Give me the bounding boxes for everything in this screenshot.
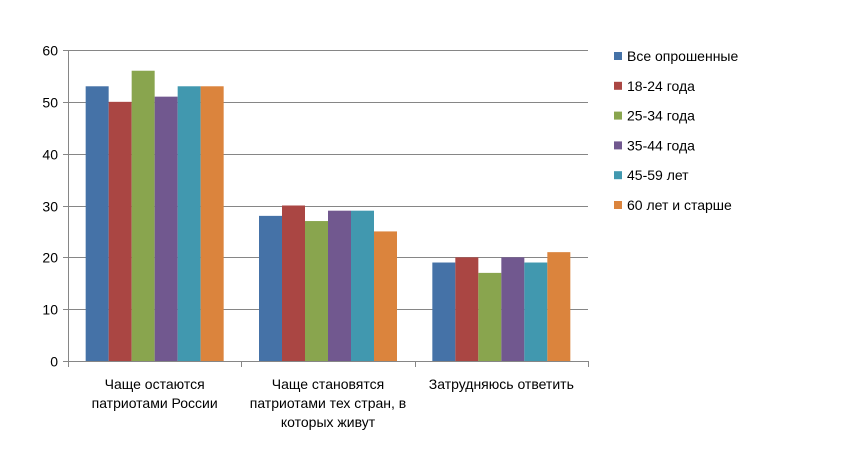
legend-swatch [614, 201, 622, 209]
category-label: Чаще остаются [105, 376, 205, 392]
legend-swatch [614, 52, 622, 60]
bar-5-0 [200, 86, 224, 362]
bar-4-2 [524, 262, 548, 361]
y-tick-label: 30 [42, 199, 58, 215]
bar-2-0 [131, 70, 155, 361]
bar-1-1 [282, 205, 305, 361]
legend-label: 25-34 года [627, 108, 695, 124]
bar-3-0 [154, 96, 178, 362]
y-tick-label: 20 [42, 250, 58, 266]
bar-4-1 [351, 210, 374, 361]
bar-1-0 [108, 101, 132, 361]
legend-label: Все опрошенные [627, 48, 738, 64]
bar-5-2 [547, 252, 571, 361]
y-tick-label: 0 [50, 354, 58, 370]
y-tick-label: 50 [42, 95, 58, 111]
legend-label: 45-59 лет [627, 167, 689, 183]
category-label: патриотами России [92, 395, 218, 411]
legend-label: 35-44 года [627, 137, 695, 153]
bar-3-2 [501, 257, 525, 361]
bar-0-2 [432, 262, 456, 361]
y-tick-label: 40 [42, 147, 58, 163]
legend-label: 60 лет и старше [627, 197, 732, 213]
category-label: которых живут [281, 414, 376, 430]
bar-5-1 [374, 231, 397, 361]
legend-swatch [614, 171, 622, 180]
y-tick-label: 10 [42, 302, 58, 318]
bar-2-2 [478, 272, 502, 361]
category-label: патриотами тех стран, в [250, 395, 407, 411]
bar-2-1 [305, 221, 328, 361]
legend-swatch [614, 81, 622, 90]
legend-swatch [614, 141, 622, 150]
bar-1-2 [455, 257, 479, 361]
y-tick-label: 60 [42, 43, 58, 59]
legend-swatch [614, 111, 622, 120]
category-label: Затрудняюсь ответить [429, 376, 574, 392]
legend-label: 18-24 года [627, 78, 695, 94]
category-label: Чаще становятся [272, 376, 384, 392]
bar-0-0 [85, 86, 109, 362]
bar-4-0 [177, 86, 201, 362]
bar-0-1 [259, 215, 282, 361]
bar-3-1 [328, 210, 351, 361]
